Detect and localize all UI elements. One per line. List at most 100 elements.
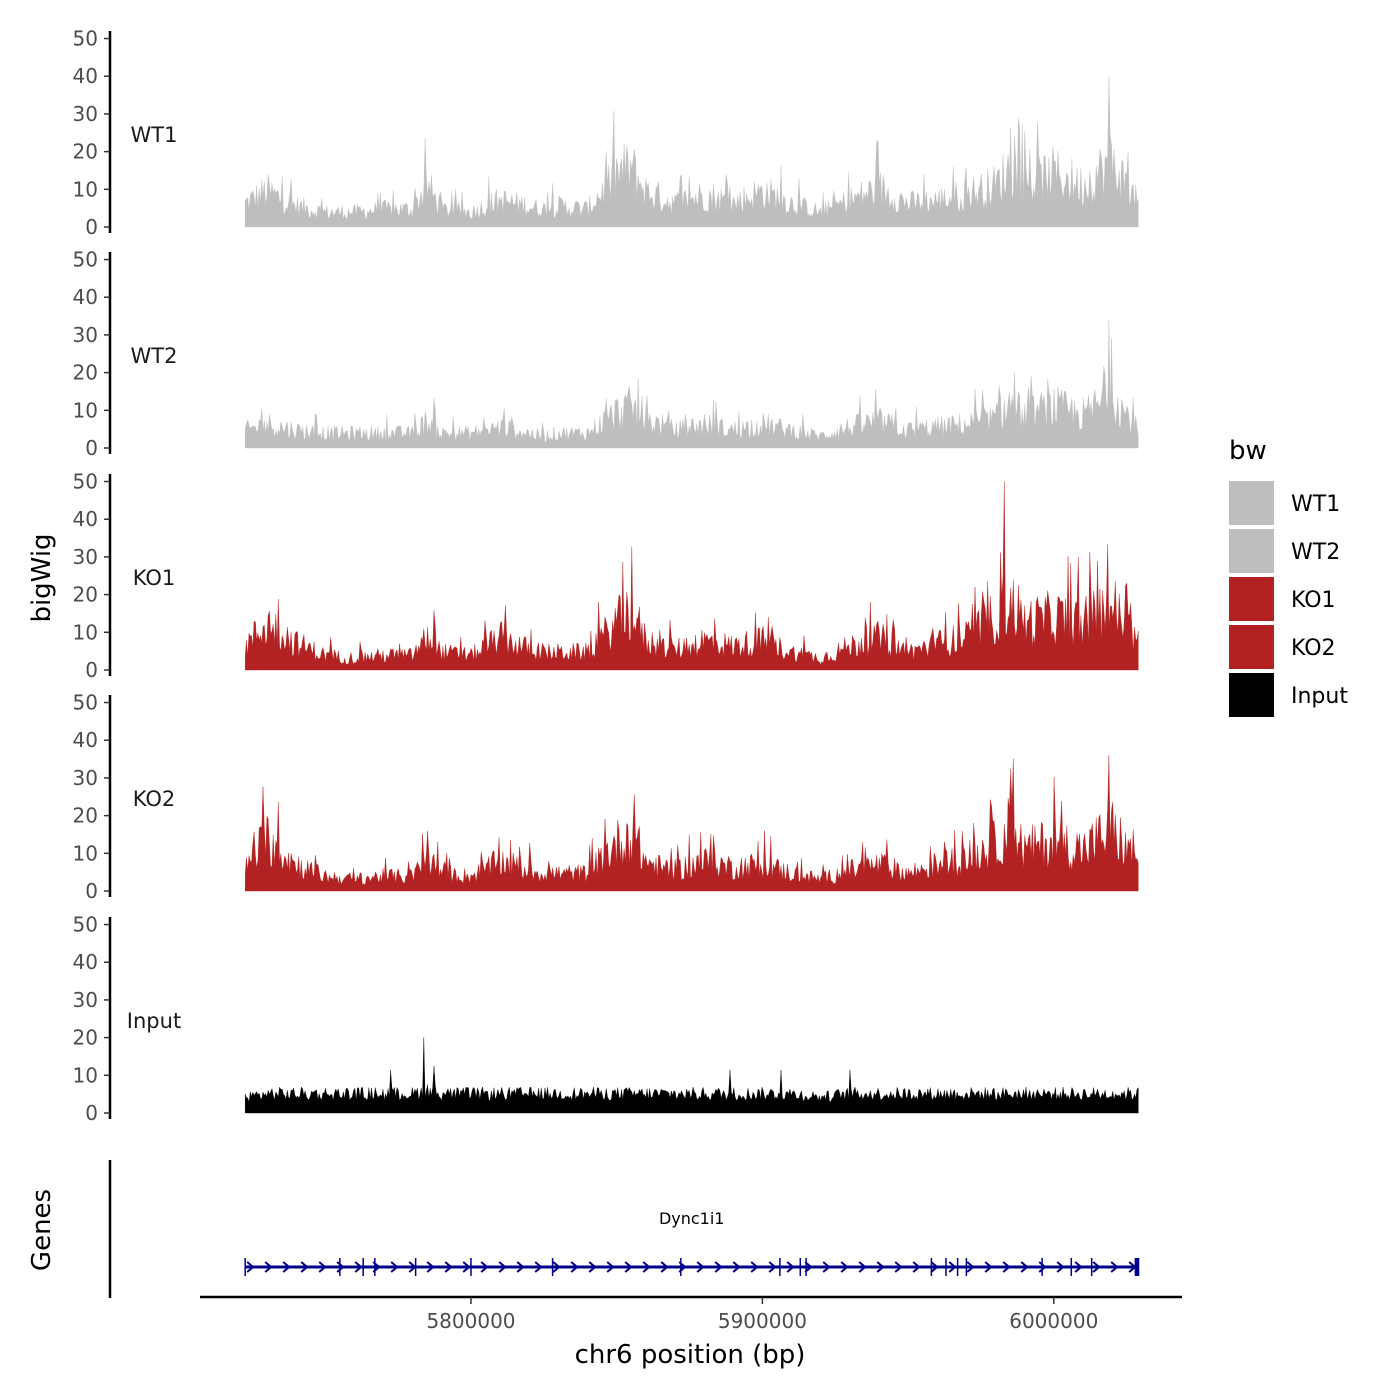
strand-arrow <box>858 1261 867 1273</box>
track-label-wt1: WT1 <box>131 123 178 147</box>
x-axis-title: chr6 position (bp) <box>575 1340 806 1370</box>
strand-arrow <box>948 1261 957 1273</box>
legend-key-wt1 <box>1229 481 1274 525</box>
strand-arrow <box>696 1261 705 1273</box>
strand-arrow <box>534 1261 543 1273</box>
y-tick-label: 50 <box>73 913 98 937</box>
y-tick-label: 40 <box>73 285 98 309</box>
gene-end-mark <box>1135 1258 1140 1276</box>
legend-label-wt2: WT2 <box>1291 540 1340 565</box>
strand-arrow <box>516 1261 525 1273</box>
strand-arrow <box>768 1261 777 1273</box>
track-label-ko2: KO2 <box>133 787 176 811</box>
strand-arrow <box>1092 1261 1101 1273</box>
y-tick-label: 40 <box>73 950 98 974</box>
y-tick-label: 0 <box>85 215 98 239</box>
strand-arrow <box>1074 1261 1083 1273</box>
track-label-ko1: KO1 <box>133 566 176 590</box>
gene-name-label: Dync1i1 <box>659 1209 725 1228</box>
signal-area-ko2 <box>245 755 1139 892</box>
y-tick-label: 10 <box>73 841 98 865</box>
strand-arrow <box>426 1261 435 1273</box>
strand-arrow <box>300 1261 309 1273</box>
y-axis-title: bigWig <box>27 533 57 622</box>
track-wt2: 0 10 20 30 40 50 WT2 <box>73 248 1139 460</box>
y-tick-label: 30 <box>73 766 98 790</box>
y-tick-label: 10 <box>73 398 98 422</box>
strand-arrow <box>570 1261 579 1273</box>
strand-arrow <box>642 1261 651 1273</box>
y-tick-label: 20 <box>73 804 98 828</box>
strand-arrow <box>840 1261 849 1273</box>
legend-key-input <box>1229 673 1274 717</box>
y-tick-label: 20 <box>73 361 98 385</box>
y-tick-label: 30 <box>73 323 98 347</box>
strand-arrow <box>786 1261 795 1273</box>
y-tick-label: 20 <box>73 583 98 607</box>
signal-area-wt2 <box>245 319 1139 449</box>
y-tick-label: 10 <box>73 1063 98 1087</box>
strand-arrow <box>876 1261 885 1273</box>
strand-arrow <box>354 1261 363 1273</box>
strand-arrow <box>462 1261 471 1273</box>
y-tick-label: 10 <box>73 620 98 644</box>
y-tick-label: 50 <box>73 470 98 494</box>
track-label-input: Input <box>127 1009 181 1033</box>
strand-arrow <box>750 1261 759 1273</box>
legend-key-wt2 <box>1229 529 1274 573</box>
strand-arrow <box>552 1261 561 1273</box>
y-tick-label: 50 <box>73 248 98 272</box>
genes-track: Genes Dync1i1 <box>27 1160 1140 1298</box>
signal-tracks: 0 10 20 30 40 50 WT1 0 10 20 30 40 50 WT2 0 10 20 30 40 50 K… <box>73 27 1139 1125</box>
strand-arrow <box>1110 1261 1119 1273</box>
x-axis: chr6 position (bp) 5800000 5900000 6000000 <box>200 1295 1182 1370</box>
strand-arrow <box>1038 1261 1047 1273</box>
track-label-wt2: WT2 <box>131 344 178 368</box>
legend-label-ko2: KO2 <box>1291 636 1336 661</box>
strand-arrow <box>588 1261 597 1273</box>
strand-arrow <box>660 1261 669 1273</box>
y-tick-label: 0 <box>85 1101 98 1125</box>
strand-arrow <box>318 1261 327 1273</box>
legend-label-wt1: WT1 <box>1291 492 1340 517</box>
y-tick-label: 50 <box>73 691 98 715</box>
x-tick-label: 6000000 <box>1009 1309 1098 1333</box>
strand-arrow <box>444 1261 453 1273</box>
y-tick-label: 0 <box>85 879 98 903</box>
strand-arrow <box>822 1261 831 1273</box>
legend-label-ko1: KO1 <box>1291 588 1336 613</box>
legend-title: bw <box>1229 436 1267 466</box>
legend-key-ko1 <box>1229 577 1274 621</box>
strand-arrow <box>804 1261 813 1273</box>
strand-arrow <box>930 1261 939 1273</box>
x-tick-label: 5900000 <box>718 1309 807 1333</box>
strand-arrow <box>606 1261 615 1273</box>
y-tick-label: 20 <box>73 1026 98 1050</box>
x-tick-label: 5800000 <box>426 1309 515 1333</box>
legend-label-input: Input <box>1291 684 1348 709</box>
strand-arrow <box>498 1261 507 1273</box>
strand-arrow <box>624 1261 633 1273</box>
signal-area-ko1 <box>245 481 1139 671</box>
strand-arrow <box>1020 1261 1029 1273</box>
strand-arrow <box>912 1261 921 1273</box>
strand-arrow <box>390 1261 399 1273</box>
signal-area-wt1 <box>245 76 1139 228</box>
track-ko1: 0 10 20 30 40 50 KO1 <box>73 470 1139 682</box>
y-tick-label: 30 <box>73 988 98 1012</box>
y-tick-label: 40 <box>73 64 98 88</box>
strand-arrow <box>714 1261 723 1273</box>
strand-arrow <box>264 1261 273 1273</box>
strand-arrow <box>1056 1261 1065 1273</box>
strand-arrow <box>246 1261 255 1273</box>
y-tick-label: 40 <box>73 507 98 531</box>
signal-area-input <box>245 1037 1139 1114</box>
y-tick-label: 30 <box>73 545 98 569</box>
strand-arrow <box>282 1261 291 1273</box>
y-tick-label: 40 <box>73 728 98 752</box>
y-tick-label: 20 <box>73 140 98 164</box>
track-wt1: 0 10 20 30 40 50 WT1 <box>73 27 1139 239</box>
y-tick-label: 0 <box>85 436 98 460</box>
strand-arrow <box>966 1261 975 1273</box>
